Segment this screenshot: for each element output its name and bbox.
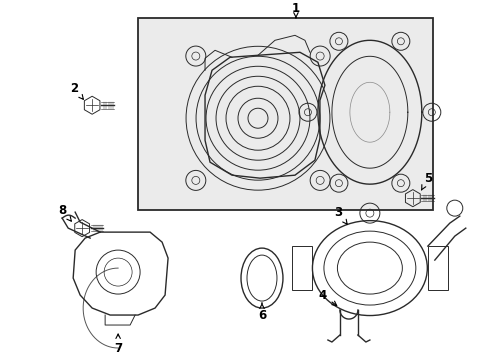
Text: 5: 5 <box>421 172 431 190</box>
Text: 4: 4 <box>318 289 336 306</box>
Text: 1: 1 <box>291 2 300 18</box>
Text: 6: 6 <box>257 303 265 321</box>
Text: 2: 2 <box>70 82 83 99</box>
Text: 7: 7 <box>114 334 122 355</box>
Bar <box>138 18 432 210</box>
Bar <box>427 246 447 290</box>
Text: 8: 8 <box>58 204 71 221</box>
Text: 3: 3 <box>333 206 346 224</box>
Bar <box>291 246 311 290</box>
